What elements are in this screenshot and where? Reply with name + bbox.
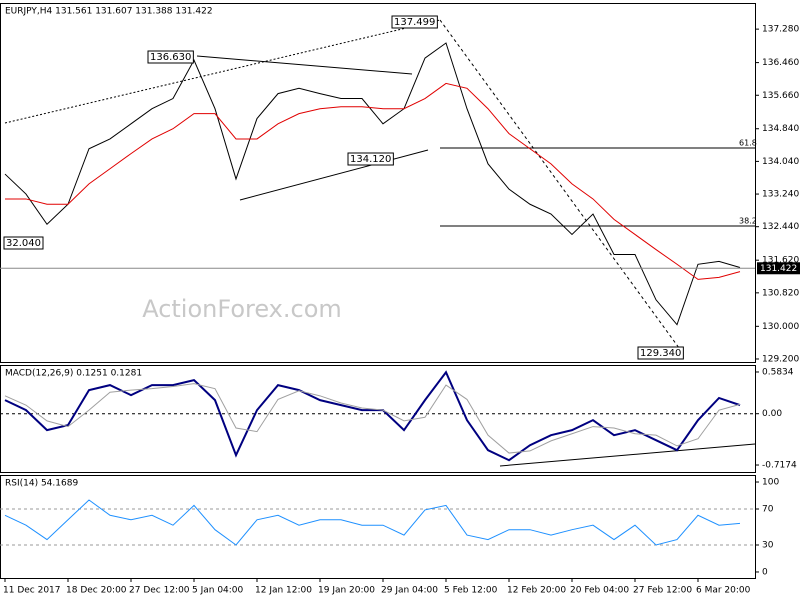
y-tick-label: 0 (762, 567, 768, 577)
annotation-box (147, 50, 194, 64)
trend-line (499, 443, 756, 467)
last-price-box (757, 262, 800, 275)
series-line (4, 383, 741, 454)
annotation: 61.8 (739, 139, 757, 148)
panel-title: EURJPY,H4 131.561 131.607 131.388 131.42… (5, 7, 213, 17)
annotation-box (637, 346, 684, 360)
y-tick-label: 130.820 (762, 288, 799, 298)
annotation-box (3, 236, 44, 250)
y-tick-label: 133.240 (762, 190, 799, 200)
annotation-box (347, 152, 394, 166)
annotation: 129.340 (640, 348, 681, 359)
y-tick-label: 131.620 (762, 256, 799, 266)
y-tick-label: 100 (762, 478, 779, 488)
x-tick-label: 6 Mar 20:00 (696, 586, 751, 596)
watermark: ActionForex.com (142, 295, 342, 323)
rsi-panel (0, 475, 756, 579)
annotation: 38.2 (739, 217, 757, 226)
x-tick-label: 27 Feb 12:00 (633, 586, 692, 596)
annotation: 137.499 (394, 17, 435, 28)
x-tick-label: 29 Jan 04:00 (381, 586, 438, 596)
y-tick-label: 134.040 (762, 157, 799, 167)
trend-line (4, 19, 441, 124)
trend-line (196, 55, 413, 75)
price-panel (0, 3, 756, 363)
x-tick-label: 12 Feb 20:00 (507, 586, 566, 596)
series-line (4, 42, 741, 326)
y-tick-label: 130.000 (762, 322, 799, 332)
x-tick-label: 11 Dec 2017 (3, 586, 61, 596)
y-tick-label: 135.660 (762, 91, 799, 101)
annotation: 32.040 (6, 238, 41, 249)
y-tick-label: 132.440 (762, 222, 799, 232)
annotation: 134.120 (350, 154, 391, 165)
y-tick-label: -0.7174 (762, 461, 797, 471)
panel-title: RSI(14) 54.1689 (5, 479, 78, 489)
trend-line (239, 149, 429, 201)
trend-line (439, 19, 683, 353)
y-tick-label: 129.200 (762, 354, 799, 364)
annotation: 136.630 (150, 52, 191, 63)
x-tick-label: 18 Dec 20:00 (66, 586, 127, 596)
x-tick-label: 5 Feb 12:00 (444, 586, 498, 596)
x-tick-label: 20 Feb 04:00 (570, 586, 629, 596)
series-line (4, 499, 741, 546)
trend-lines (4, 19, 756, 467)
series-line (4, 370, 741, 462)
last-price-label: 131.422 (760, 264, 797, 274)
y-tick-label: 137.280 (762, 25, 799, 35)
y-tick-label: 0.00 (762, 409, 782, 419)
y-tick-label: 134.840 (762, 124, 799, 134)
y-tick-label: 136.460 (762, 58, 799, 68)
y-tick-label: 30 (762, 540, 774, 550)
y-tick-label: 0.5834 (762, 367, 794, 377)
x-tick-label: 19 Jan 20:00 (318, 586, 375, 596)
x-tick-label: 27 Dec 12:00 (129, 586, 190, 596)
x-tick-label: 12 Jan 12:00 (255, 586, 312, 596)
panel-title: MACD(12,26,9) 0.1251 0.1281 (5, 369, 142, 379)
series-line (5, 82, 741, 280)
macd-panel (0, 365, 756, 473)
annotation-box (391, 15, 438, 29)
y-tick-label: 70 (762, 505, 774, 515)
x-tick-label: 5 Jan 04:00 (192, 586, 244, 596)
